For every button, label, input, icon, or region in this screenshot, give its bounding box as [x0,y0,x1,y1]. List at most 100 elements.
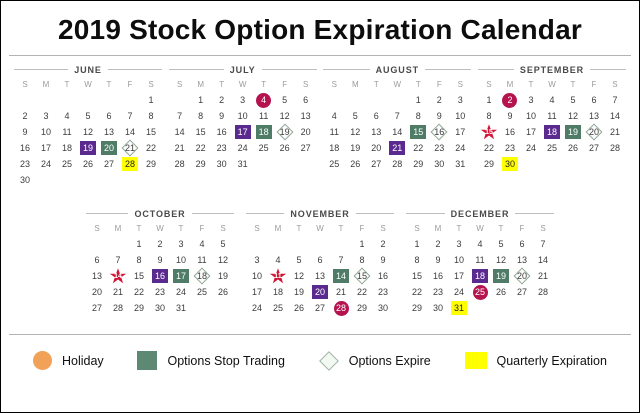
day-cell: 24 [520,140,541,156]
day-number: 8 [359,255,365,265]
day-cell: 24 [449,284,470,300]
day-number: 2 [435,239,441,249]
weekday-label: T [64,80,70,89]
day-number: 25 [546,143,557,153]
day-number: 7 [540,239,546,249]
day-number-diamond-mark: 19 [274,124,295,140]
day-number: 19 [293,287,304,297]
day-cell: 17 [450,124,471,140]
day-number: 26 [350,159,361,169]
weekday-label: M [197,80,204,89]
day-cell: 20 [295,124,316,140]
day-number: 5 [296,255,302,265]
day-number: 31 [237,159,248,169]
day-number: 26 [82,159,93,169]
day-number: 26 [293,303,304,313]
weekday-label: T [338,224,344,233]
day-number: 6 [519,239,525,249]
day-cell: 12 [491,252,512,268]
day-number: 10 [455,111,466,121]
day-cell: 11 [541,108,562,124]
legend-item-options-stop-trading: Options Stop Trading [137,351,285,370]
day-number: 8 [415,111,421,121]
legend-label-holiday: Holiday [62,353,104,368]
day-cell-holiday: 2 [499,92,520,108]
day-cell: 24 [247,300,268,316]
day-cell: 9 [373,252,394,268]
day-number: 4 [64,111,70,121]
day-number: 25 [196,287,207,297]
day-number: 11 [329,127,339,137]
day-cell: 5 [345,108,366,124]
day-cell: 13 [583,108,604,124]
day-number: 9 [507,111,513,121]
day-number: 3 [456,239,462,249]
weekday-label: S [331,80,337,89]
day-cell-green: 15 [408,124,429,140]
weekday-label: S [220,224,226,233]
day-cell: 17 [36,140,57,156]
day-cell: 1 [408,92,429,108]
day-number: 24 [40,159,51,169]
day-cell: 28 [533,284,554,300]
day-cell: 20 [87,284,108,300]
day-cell: 19 [345,140,366,156]
day-number: 30 [19,175,30,185]
day-number-holiday-mark: 25 [472,284,488,300]
day-number: 6 [373,111,379,121]
day-number: 25 [258,143,269,153]
day-number: 24 [453,287,464,297]
day-number: 12 [495,255,506,265]
day-number: 7 [127,111,133,121]
day-number: 27 [588,143,599,153]
weekday-label: W [476,224,484,233]
day-cell: 5 [213,236,234,252]
day-number: 22 [411,287,422,297]
day-cell: 11 [470,252,491,268]
day-cell: 29 [129,300,150,316]
day-number-purple-mark: 18 [472,269,488,283]
day-cell: 3 [232,92,253,108]
day-cell: 5 [491,236,512,252]
day-cell: 4 [470,236,491,252]
day-number: 29 [413,159,424,169]
day-number: 5 [570,95,576,105]
day-cell: 18 [268,284,289,300]
day-cell-purple: 18 [470,268,491,284]
day-number: 17 [40,143,51,153]
day-number: 28 [174,159,185,169]
day-cell: 5 [562,92,583,108]
day-number: 27 [91,303,102,313]
weekday-label: T [415,80,421,89]
day-cell-purple: 19 [78,140,99,156]
day-cell: 30 [429,156,450,172]
day-cell: 7 [120,108,141,124]
empty-cell [247,236,268,252]
day-number: 22 [413,143,424,153]
day-number: 27 [300,143,311,153]
weekday-label: M [434,224,442,233]
day-number-green-mark: 19 [493,269,509,283]
weekday-label: T [219,80,225,89]
day-cell: 6 [99,108,120,124]
day-cell: 15 [190,124,211,140]
weekday-label: M [506,80,514,89]
day-number: 16 [216,127,227,137]
day-cell: 6 [512,236,533,252]
day-number: 8 [136,255,142,265]
day-number-green-mark: 17 [173,269,189,283]
day-number: 3 [240,95,246,105]
day-cell: 4 [192,236,213,252]
day-number: 23 [504,143,515,153]
empty-cell [387,92,408,108]
day-number: 1 [414,239,420,249]
day-cell: 19 [213,268,234,284]
weekday-label: T [456,224,462,233]
day-number: 21 [537,271,548,281]
day-cell: 25 [268,300,289,316]
day-cell: 2 [15,108,36,124]
day-cell: 25 [253,140,274,156]
day-number: 17 [251,287,262,297]
day-number: 13 [371,127,382,137]
